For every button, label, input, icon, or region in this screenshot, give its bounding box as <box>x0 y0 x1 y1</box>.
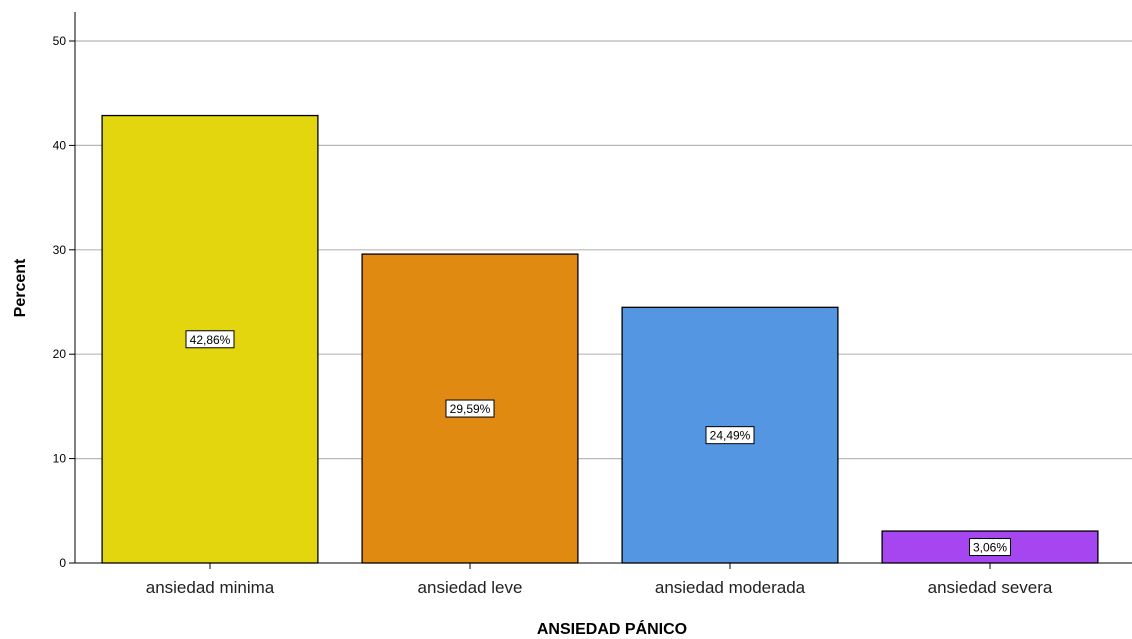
data-label: 3,06% <box>969 538 1011 557</box>
data-labels: 42,86% 29,59% 24,49% 3,06% <box>185 330 1011 557</box>
data-label-box <box>445 399 495 418</box>
bars <box>101 114 1099 564</box>
data-label-text: 3,06% <box>973 541 1007 555</box>
y-tick-label: 0 <box>59 556 66 570</box>
x-axis-title: ANSIEDAD PÁNICO <box>537 619 687 638</box>
x-axis-ticks: ansiedad minima ansiedad leve ansiedad mod… <box>146 563 1053 597</box>
y-tick-label: 10 <box>53 452 67 466</box>
data-label-text: 29,59% <box>450 402 491 416</box>
data-label-text: 24,49% <box>710 429 751 443</box>
y-tick-label: 40 <box>53 138 67 152</box>
data-label: 42,86% <box>185 330 235 349</box>
x-tick-label: ansiedad minima <box>146 578 275 597</box>
data-label-box <box>185 330 235 349</box>
x-tick-label: ansiedad severa <box>928 578 1053 597</box>
y-tick-label: 20 <box>53 347 67 361</box>
data-label-box <box>705 426 755 445</box>
y-axis-ticks: 0 10 20 30 40 50 <box>53 34 75 570</box>
x-tick-label: ansiedad leve <box>418 578 523 597</box>
x-tick-label: ansiedad moderada <box>655 578 806 597</box>
y-tick-label: 30 <box>53 243 67 257</box>
y-tick-label: 50 <box>53 34 67 48</box>
data-label: 24,49% <box>705 426 755 445</box>
data-label: 29,59% <box>445 399 495 418</box>
data-label-text: 42,86% <box>190 333 231 347</box>
data-label-box <box>969 538 1011 557</box>
y-axis-title: Percent <box>12 258 29 317</box>
